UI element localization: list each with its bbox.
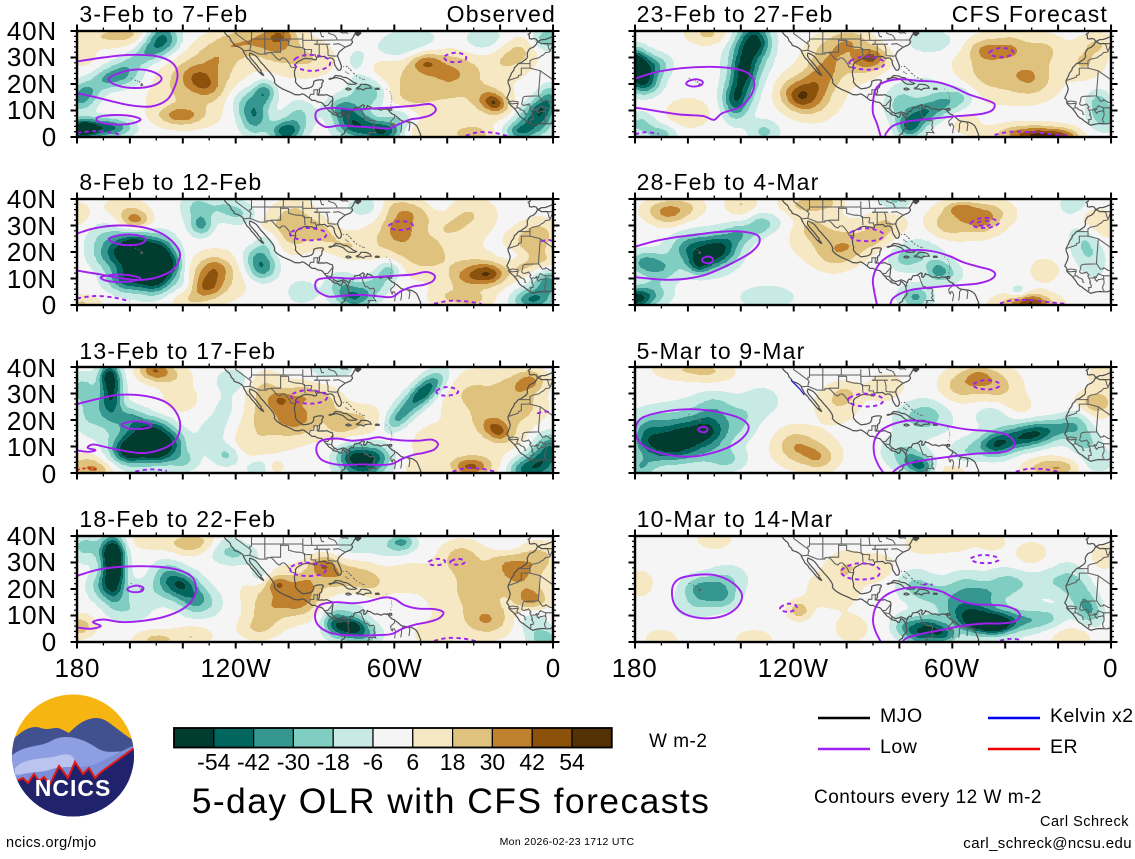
svg-text:NCICS: NCICS xyxy=(35,775,112,801)
